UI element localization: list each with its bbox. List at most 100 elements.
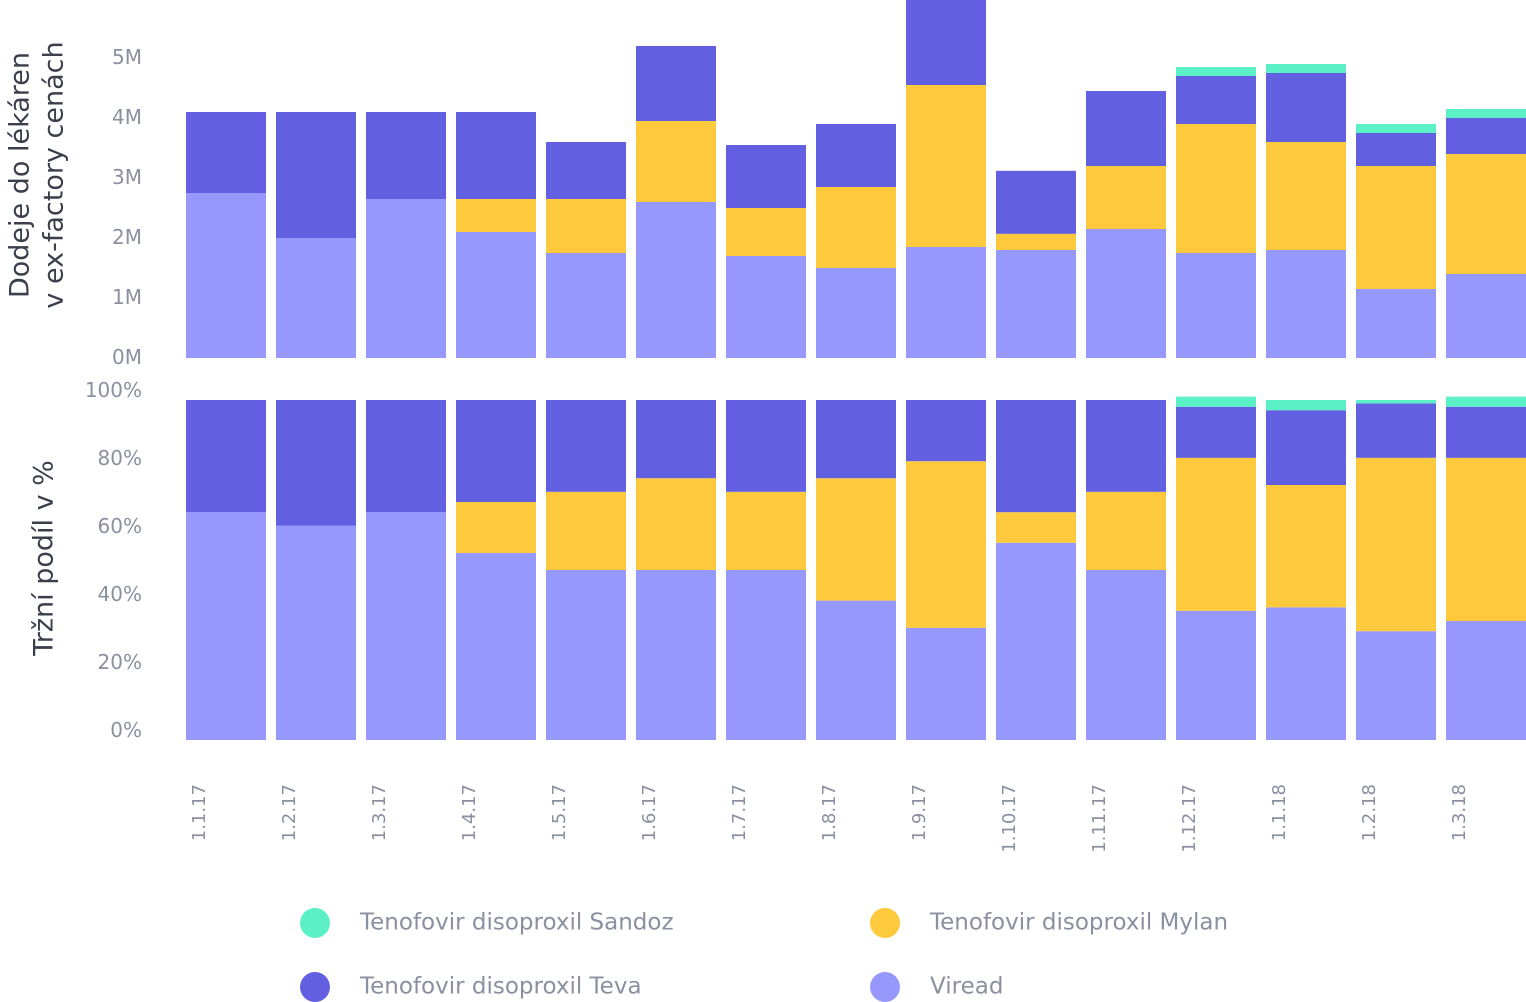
- sales-panel: 0M 1M 2M 3M 4M 5M Dodeje do lékáren v ex-factor…: [5, 0, 1526, 369]
- bar-segment-viread: [1446, 274, 1526, 358]
- bar-segment-tenofovir-disoproxil-teva: [276, 112, 356, 238]
- bar-segment-viread: [276, 238, 356, 358]
- bar-segment-viread: [366, 512, 446, 740]
- bar-segment-viread: [906, 247, 986, 358]
- bar-segment-tenofovir-disoproxil-teva: [996, 170, 1076, 234]
- bar-segment-tenofovir-disoproxil-teva: [1086, 91, 1166, 166]
- bar-segment-viread: [1266, 607, 1346, 740]
- bar-segment-tenofovir-disoproxil-sandoz: [1356, 124, 1436, 133]
- bar-segment-tenofovir-disoproxil-teva: [726, 145, 806, 208]
- x-tick-label: 1.7.17: [729, 784, 750, 841]
- x-tick-label: 1.2.18: [1359, 784, 1380, 841]
- y-tick-label: 60%: [98, 514, 142, 538]
- bar-segment-tenofovir-disoproxil-mylan: [996, 233, 1076, 250]
- bar-segment-tenofovir-disoproxil-teva: [186, 400, 266, 513]
- x-tick-label: 1.1.18: [1269, 784, 1290, 841]
- bar-segment-viread: [1176, 610, 1256, 740]
- y-tick-label: 2M: [112, 225, 142, 249]
- bar-segment-tenofovir-disoproxil-sandoz: [1446, 109, 1526, 118]
- bar-segment-tenofovir-disoproxil-mylan: [816, 478, 896, 601]
- bar-segment-tenofovir-disoproxil-teva: [1086, 400, 1166, 492]
- bar-segment-tenofovir-disoproxil-teva: [546, 400, 626, 492]
- bar-segment-tenofovir-disoproxil-teva: [636, 46, 716, 121]
- legend-label: Tenofovir disoproxil Sandoz: [359, 910, 674, 936]
- x-tick-label: 1.5.17: [549, 784, 570, 841]
- bar-segment-tenofovir-disoproxil-teva: [366, 112, 446, 199]
- bar-segment-tenofovir-disoproxil-teva: [456, 400, 536, 502]
- bar-segment-viread: [546, 570, 626, 740]
- x-tick-label: 1.8.17: [819, 784, 840, 841]
- legend-swatch-tenofovir-disoproxil-sandoz: [300, 908, 330, 938]
- bar-segment-tenofovir-disoproxil-sandoz: [1266, 400, 1346, 411]
- bar-segment-viread: [726, 570, 806, 740]
- legend-label: Tenofovir disoproxil Mylan: [929, 910, 1228, 936]
- bar-segment-tenofovir-disoproxil-mylan: [636, 121, 716, 202]
- bar-segment-tenofovir-disoproxil-teva: [1356, 403, 1436, 458]
- bar-segment-tenofovir-disoproxil-mylan: [1356, 166, 1436, 289]
- bar-segment-tenofovir-disoproxil-teva: [1446, 406, 1526, 458]
- bar-segment-viread: [1266, 250, 1346, 358]
- bar-segment-tenofovir-disoproxil-teva: [726, 400, 806, 492]
- bar-segment-viread: [1176, 253, 1256, 358]
- bar-segment-viread: [1356, 631, 1436, 740]
- bar-segment-viread: [186, 193, 266, 358]
- bar-segment-viread: [996, 250, 1076, 358]
- x-tick-label: 1.3.18: [1449, 784, 1470, 841]
- bar-segment-viread: [636, 570, 716, 740]
- y-tick-label: 3M: [112, 165, 142, 189]
- bar-segment-viread: [1086, 570, 1166, 740]
- bar-segment-tenofovir-disoproxil-teva: [636, 400, 716, 479]
- y-tick-label: 5M: [112, 45, 142, 69]
- bar-segment-viread: [726, 256, 806, 358]
- bar-segment-viread: [456, 232, 536, 358]
- y-tick-label: 80%: [98, 446, 142, 470]
- bar-segment-viread: [186, 512, 266, 740]
- bar-segment-viread: [276, 525, 356, 740]
- legend-label: Viread: [930, 974, 1003, 1000]
- x-tick-label: 1.10.17: [999, 784, 1020, 853]
- bar-segment-viread: [906, 627, 986, 740]
- bar-segment-tenofovir-disoproxil-teva: [906, 0, 986, 85]
- bar-segment-tenofovir-disoproxil-teva: [1446, 118, 1526, 154]
- bar-segment-tenofovir-disoproxil-teva: [366, 400, 446, 513]
- x-tick-label: 1.12.17: [1179, 784, 1200, 853]
- bar-segment-tenofovir-disoproxil-mylan: [546, 491, 626, 570]
- bar-segment-viread: [996, 542, 1076, 740]
- bar-segment-tenofovir-disoproxil-mylan: [1446, 457, 1526, 621]
- bar-segment-tenofovir-disoproxil-teva: [546, 142, 626, 199]
- y-tick-label: 0%: [110, 718, 142, 742]
- bar-segment-tenofovir-disoproxil-mylan: [1266, 485, 1346, 608]
- y-tick-label: 4M: [112, 105, 142, 129]
- bar-segment-tenofovir-disoproxil-mylan: [1086, 166, 1166, 229]
- bar-segment-tenofovir-disoproxil-mylan: [906, 85, 986, 247]
- bar-segment-tenofovir-disoproxil-mylan: [1086, 491, 1166, 570]
- bar-segment-tenofovir-disoproxil-sandoz: [1176, 396, 1256, 407]
- bar-segment-tenofovir-disoproxil-sandoz: [1446, 396, 1526, 407]
- bar-segment-tenofovir-disoproxil-mylan: [1266, 142, 1346, 250]
- bar-segment-tenofovir-disoproxil-teva: [1176, 406, 1256, 458]
- bar-segment-tenofovir-disoproxil-teva: [816, 400, 896, 479]
- bar-segment-viread: [366, 199, 446, 358]
- y-axis-title: Dodeje do lékáren: [5, 52, 36, 298]
- bar-segment-tenofovir-disoproxil-teva: [1266, 410, 1346, 485]
- y-tick-label: 20%: [98, 650, 142, 674]
- bar-segment-viread: [546, 253, 626, 358]
- bar-segment-tenofovir-disoproxil-teva: [456, 112, 536, 199]
- bar-segment-viread: [456, 553, 536, 740]
- bar-segment-tenofovir-disoproxil-mylan: [456, 502, 536, 553]
- bar-segment-tenofovir-disoproxil-sandoz: [1356, 400, 1436, 404]
- legend-label: Tenofovir disoproxil Teva: [359, 974, 642, 1000]
- bar-segment-tenofovir-disoproxil-mylan: [1446, 154, 1526, 274]
- y-tick-label: 1M: [112, 285, 142, 309]
- x-tick-label: 1.1.17: [189, 784, 210, 841]
- legend: Tenofovir disoproxil Sandoz Tenofovir dis…: [300, 908, 1228, 1002]
- legend-swatch-tenofovir-disoproxil-mylan: [870, 908, 900, 938]
- bar-segment-viread: [1356, 289, 1436, 358]
- bar-segment-tenofovir-disoproxil-mylan: [546, 199, 626, 253]
- bar-segment-tenofovir-disoproxil-mylan: [1176, 124, 1256, 253]
- bar-segment-tenofovir-disoproxil-teva: [1356, 133, 1436, 166]
- bar-segment-viread: [816, 268, 896, 358]
- bar-segment-tenofovir-disoproxil-teva: [816, 124, 896, 187]
- legend-swatch-tenofovir-disoproxil-teva: [300, 972, 330, 1002]
